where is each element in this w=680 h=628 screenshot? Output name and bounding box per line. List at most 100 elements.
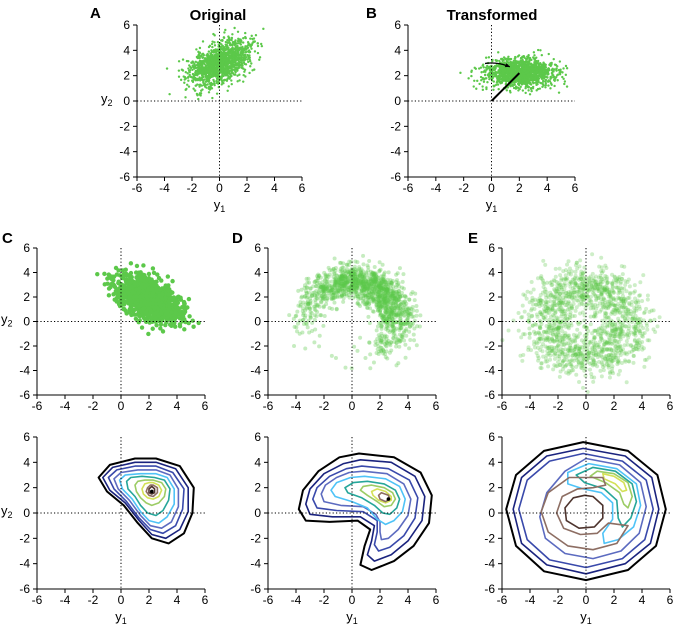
data-point bbox=[555, 69, 558, 72]
data-point bbox=[544, 80, 547, 83]
data-point bbox=[225, 65, 228, 69]
data-point bbox=[224, 52, 228, 56]
data-point bbox=[204, 72, 208, 75]
data-point bbox=[106, 286, 112, 291]
x-tick-label: -2 bbox=[88, 593, 99, 607]
data-point bbox=[256, 44, 260, 48]
data-point bbox=[295, 329, 300, 334]
data-point bbox=[483, 73, 487, 77]
data-point bbox=[313, 327, 318, 332]
data-point bbox=[363, 355, 368, 360]
data-point bbox=[185, 87, 188, 91]
data-point bbox=[105, 276, 110, 281]
data-point bbox=[193, 67, 196, 70]
data-point bbox=[488, 77, 491, 81]
data-point bbox=[213, 82, 216, 85]
data-point bbox=[139, 325, 145, 330]
data-point bbox=[352, 344, 357, 349]
data-point bbox=[215, 92, 219, 95]
data-point bbox=[208, 85, 212, 88]
data-point bbox=[542, 68, 545, 72]
data-point bbox=[474, 67, 478, 70]
data-point bbox=[170, 278, 175, 284]
data-point bbox=[144, 318, 149, 323]
data-point bbox=[177, 60, 181, 63]
data-point bbox=[300, 330, 305, 335]
data-point bbox=[207, 55, 210, 58]
x-tick-label: -4 bbox=[60, 399, 71, 413]
data-point bbox=[544, 72, 547, 76]
data-point bbox=[158, 326, 163, 331]
data-point bbox=[202, 81, 205, 84]
point-cloud bbox=[95, 261, 201, 337]
data-point bbox=[146, 331, 151, 337]
data-point bbox=[477, 67, 481, 70]
data-point bbox=[555, 67, 558, 70]
data-point bbox=[552, 57, 555, 61]
y-tick-label: -4 bbox=[119, 145, 130, 159]
data-point bbox=[157, 294, 162, 299]
data-point bbox=[310, 320, 315, 325]
data-point bbox=[130, 290, 135, 295]
y-tick-label: -4 bbox=[390, 145, 401, 159]
data-point bbox=[221, 80, 224, 84]
data-point bbox=[485, 86, 488, 89]
data-point bbox=[530, 68, 533, 71]
x-axis-label-subscript: 1 bbox=[492, 204, 497, 214]
panel-letter-a: A bbox=[90, 5, 101, 22]
data-point bbox=[163, 283, 168, 288]
data-point bbox=[226, 41, 230, 44]
data-point bbox=[232, 52, 236, 55]
data-point bbox=[106, 293, 112, 298]
data-point bbox=[166, 307, 172, 312]
data-point bbox=[535, 81, 538, 84]
data-point bbox=[541, 85, 544, 89]
data-point bbox=[143, 309, 149, 315]
data-point bbox=[223, 68, 226, 71]
data-point bbox=[476, 79, 479, 83]
data-point bbox=[192, 87, 195, 90]
data-point bbox=[472, 85, 475, 88]
data-point bbox=[258, 56, 262, 59]
data-point bbox=[536, 65, 539, 69]
data-point bbox=[223, 78, 227, 82]
data-point bbox=[506, 57, 509, 60]
data-point bbox=[149, 287, 155, 292]
data-point bbox=[547, 84, 550, 87]
data-point bbox=[242, 73, 245, 77]
data-point bbox=[201, 70, 205, 73]
density-contours bbox=[97, 457, 195, 545]
data-point bbox=[135, 278, 140, 283]
data-point bbox=[562, 77, 565, 81]
data-point bbox=[495, 83, 498, 86]
data-point bbox=[228, 64, 232, 68]
y-axis-label-subscript: 2 bbox=[108, 98, 113, 108]
data-point bbox=[191, 79, 194, 82]
data-point bbox=[228, 43, 232, 47]
data-point bbox=[358, 335, 363, 340]
data-point bbox=[544, 83, 548, 87]
data-point bbox=[121, 286, 126, 291]
data-point bbox=[110, 281, 116, 287]
data-point bbox=[548, 69, 551, 72]
data-point bbox=[292, 344, 297, 349]
data-point bbox=[212, 61, 216, 64]
data-point bbox=[299, 295, 304, 300]
data-point bbox=[499, 57, 503, 61]
data-point bbox=[557, 91, 561, 94]
data-point bbox=[212, 32, 215, 36]
y-tick-label: 6 bbox=[23, 430, 30, 444]
data-point bbox=[127, 307, 133, 313]
data-point bbox=[176, 294, 181, 299]
data-point bbox=[242, 37, 245, 40]
x-tick-label: 4 bbox=[271, 181, 278, 195]
data-point bbox=[249, 37, 252, 40]
data-point bbox=[519, 76, 522, 80]
data-point bbox=[186, 72, 189, 75]
data-point bbox=[221, 39, 224, 42]
data-point bbox=[187, 314, 192, 319]
data-point bbox=[550, 63, 553, 66]
data-point bbox=[506, 70, 509, 73]
